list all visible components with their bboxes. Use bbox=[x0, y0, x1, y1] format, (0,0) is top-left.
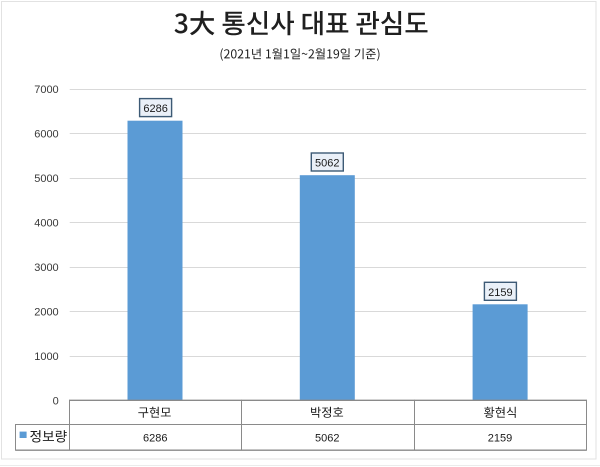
svg-text:4000: 4000 bbox=[34, 217, 58, 229]
svg-text:5000: 5000 bbox=[34, 173, 58, 185]
svg-text:2159: 2159 bbox=[488, 287, 512, 299]
svg-text:5062: 5062 bbox=[315, 158, 339, 170]
svg-text:0: 0 bbox=[53, 395, 59, 407]
svg-text:7000: 7000 bbox=[34, 84, 58, 96]
svg-text:5062: 5062 bbox=[315, 433, 339, 445]
svg-text:6286: 6286 bbox=[143, 433, 167, 445]
svg-text:1000: 1000 bbox=[34, 351, 58, 363]
svg-text:2159: 2159 bbox=[488, 433, 512, 445]
svg-text:2000: 2000 bbox=[34, 306, 58, 318]
svg-text:6286: 6286 bbox=[143, 103, 167, 115]
svg-text:6000: 6000 bbox=[34, 128, 58, 140]
svg-text:3000: 3000 bbox=[34, 262, 58, 274]
